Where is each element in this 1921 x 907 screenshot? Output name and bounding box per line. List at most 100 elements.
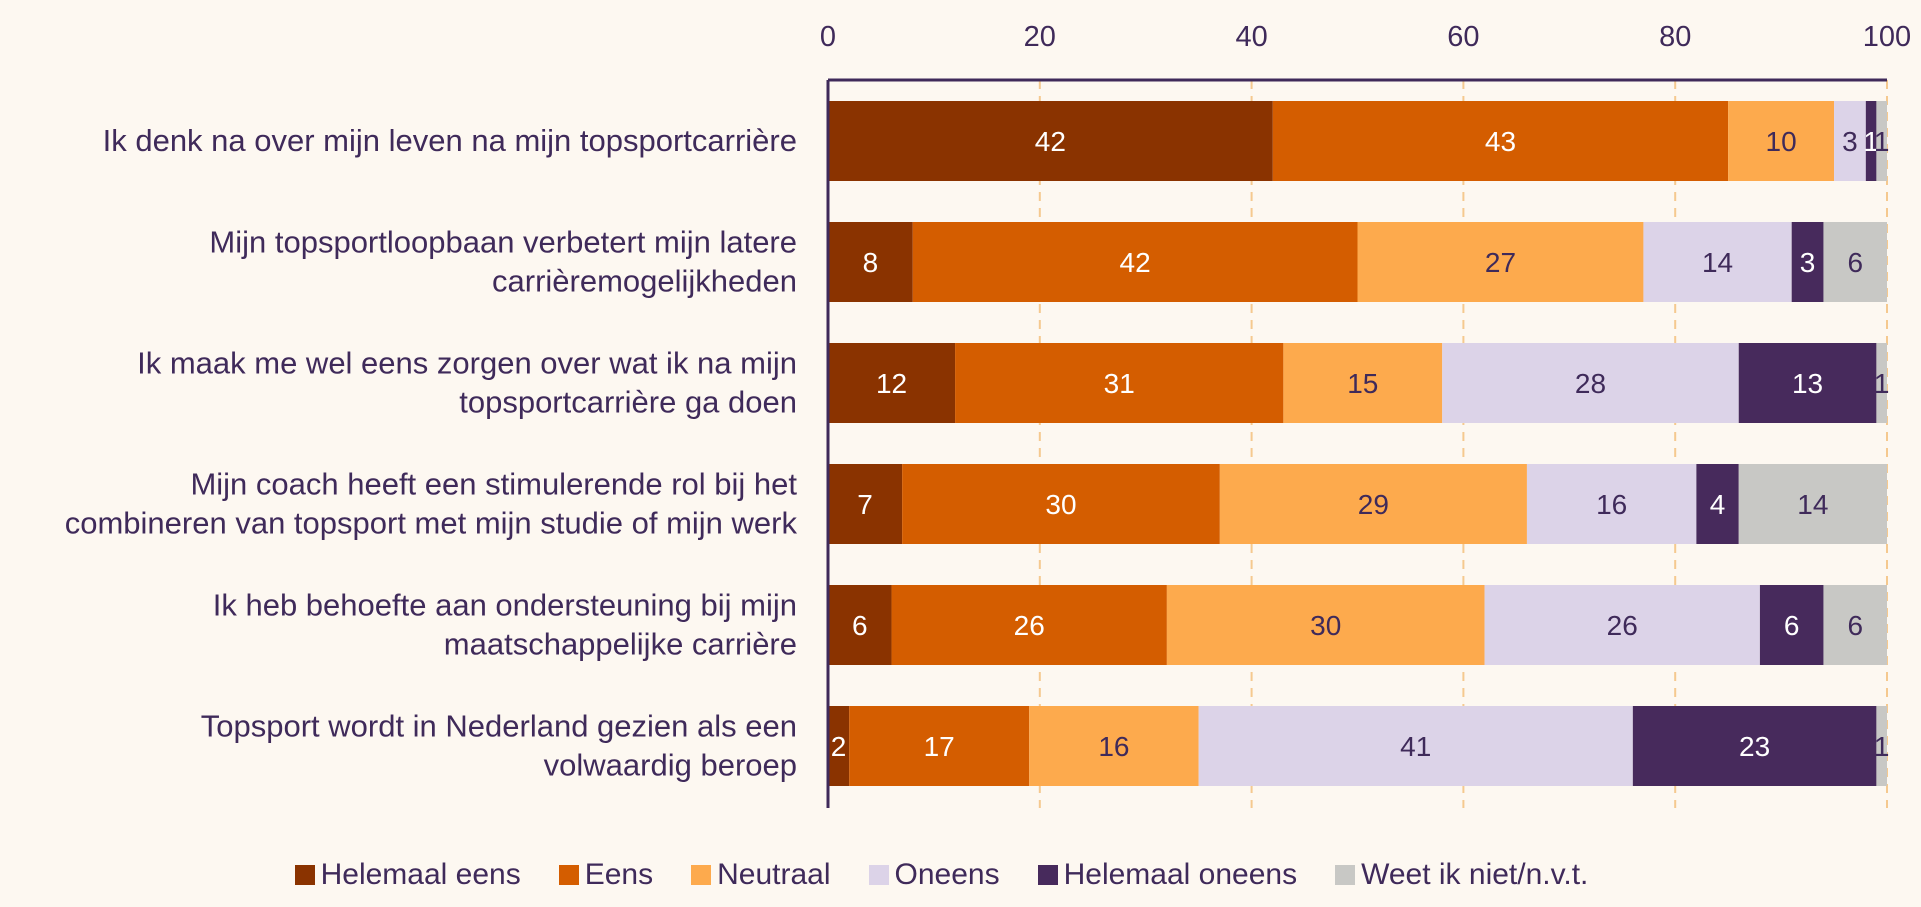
bar-segment	[912, 222, 1358, 302]
bar-segment	[1876, 706, 1887, 786]
bar-segment	[1357, 222, 1644, 302]
bar-segment	[1876, 343, 1887, 423]
data-label: 17	[924, 731, 955, 762]
bar-segment	[1643, 222, 1792, 302]
bar-segment	[828, 464, 903, 544]
data-label: 2	[831, 731, 847, 762]
x-tick-label: 0	[820, 21, 836, 53]
bar-segment	[1198, 706, 1633, 786]
data-label: 1	[1874, 731, 1890, 762]
legend-item: Weet ik niet/n.v.t.	[1335, 858, 1588, 892]
bar-segment	[1272, 101, 1729, 181]
data-label: 3	[1800, 247, 1816, 278]
bar-segment	[1728, 101, 1835, 181]
category-label: Mijn coach heeft een stimulerende rol bi…	[190, 467, 797, 502]
data-label: 1	[1863, 126, 1879, 157]
legend-label: Neutraal	[717, 858, 831, 891]
legend-swatch	[294, 865, 315, 885]
data-label: 1	[1874, 126, 1890, 157]
data-label: 7	[857, 489, 873, 520]
bar-segment	[1484, 585, 1760, 665]
bar-segment	[828, 101, 1273, 181]
x-tick-label: 60	[1447, 21, 1479, 53]
legend-swatch	[1037, 865, 1058, 885]
data-label: 30	[1045, 489, 1076, 520]
bar-segment	[955, 343, 1284, 423]
legend-item: Helemaal eens	[294, 858, 521, 892]
legend-item: Oneens	[868, 858, 1000, 892]
legend-label: Eens	[584, 858, 654, 891]
data-label: 42	[1120, 247, 1151, 278]
data-label: 3	[1842, 126, 1858, 157]
data-label: 27	[1485, 247, 1516, 278]
bar-segment	[902, 464, 1220, 544]
bar-segment	[1283, 343, 1443, 423]
data-label: 6	[852, 610, 868, 641]
legend-item: Neutraal	[691, 858, 831, 892]
legend-label: Weet ik niet/n.v.t.	[1361, 858, 1589, 891]
data-label: 23	[1739, 731, 1770, 762]
legend-swatch	[691, 865, 712, 885]
data-label: 31	[1104, 368, 1135, 399]
bar-segment	[1876, 101, 1887, 181]
bar-segment	[828, 343, 956, 423]
legend-label: Helemaal oneens	[1063, 858, 1298, 891]
data-label: 15	[1347, 368, 1378, 399]
legend-label: Oneens	[894, 858, 1000, 891]
data-label: 26	[1014, 610, 1045, 641]
data-label: 6	[1847, 610, 1863, 641]
bar-segment	[1759, 585, 1824, 665]
data-label: 1	[1874, 368, 1890, 399]
bar-segment	[1823, 222, 1887, 302]
category-label: topsportcarrière ga doen	[459, 385, 797, 420]
category-label: Ik heb behoefte aan ondersteuning bij mi…	[213, 588, 797, 623]
data-label: 10	[1766, 126, 1797, 157]
data-label: 6	[1784, 610, 1800, 641]
bar-segment	[828, 585, 892, 665]
data-label: 41	[1400, 731, 1431, 762]
data-label: 16	[1098, 731, 1129, 762]
data-label: 42	[1035, 126, 1066, 157]
data-label: 26	[1607, 610, 1638, 641]
data-label: 14	[1797, 489, 1828, 520]
category-label: maatschappelijke carrière	[444, 627, 797, 662]
legend-item: Eens	[558, 858, 654, 892]
data-label: 16	[1596, 489, 1627, 520]
data-label: 6	[1847, 247, 1863, 278]
legend: Helemaal eens Eens Neutraal Oneens Helemaal …	[0, 858, 1921, 892]
category-label: Ik denk na over mijn leven na mijn topsp…	[103, 123, 797, 158]
bar-segment	[1738, 343, 1877, 423]
category-label: Mijn topsportloopbaan verbetert mijn lat…	[209, 225, 797, 260]
data-label: 13	[1792, 368, 1823, 399]
data-label: 28	[1575, 368, 1606, 399]
bar-segment	[1632, 706, 1877, 786]
bar-segment	[828, 222, 913, 302]
data-label: 4	[1710, 489, 1726, 520]
bar-segment	[1834, 101, 1866, 181]
x-tick-label: 40	[1235, 21, 1267, 53]
legend-item: Helemaal oneens	[1037, 858, 1298, 892]
legend-swatch	[868, 865, 889, 885]
category-label: Topsport wordt in Nederland gezien als e…	[201, 709, 797, 744]
category-label: combineren van topsport met mijn studie …	[65, 506, 798, 541]
legend-swatch	[1335, 865, 1356, 885]
data-label: 43	[1485, 126, 1516, 157]
legend-label: Helemaal eens	[320, 858, 521, 891]
x-tick-label: 100	[1863, 21, 1911, 53]
data-label: 29	[1358, 489, 1389, 520]
bar-segment	[1791, 222, 1824, 302]
category-label: carrièremogelijkheden	[492, 264, 797, 299]
bar-segment	[1696, 464, 1739, 544]
data-label: 8	[863, 247, 879, 278]
bar-segment	[1219, 464, 1527, 544]
bar-segment	[1166, 585, 1485, 665]
bar-segment	[1823, 585, 1887, 665]
legend-swatch	[558, 865, 579, 885]
category-label: Ik maak me wel eens zorgen over wat ik n…	[137, 346, 797, 381]
bar-segment	[1029, 706, 1199, 786]
data-label: 12	[876, 368, 907, 399]
x-tick-label: 20	[1024, 21, 1056, 53]
bar-segment	[1526, 464, 1697, 544]
